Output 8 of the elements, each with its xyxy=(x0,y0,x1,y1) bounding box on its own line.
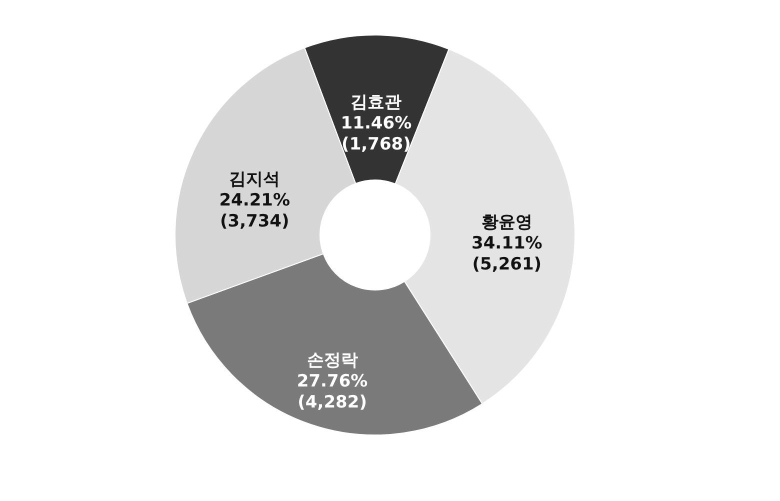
slice-label: 손정락 xyxy=(306,350,358,370)
slice-label: 김효관 xyxy=(350,92,402,113)
data-label: 27.76% (4,282) xyxy=(296,371,368,412)
data-label: 11.46% (1,768) xyxy=(340,114,412,155)
slice-label: 김지석 xyxy=(229,170,280,190)
data-label: 24.21% (3,734) xyxy=(219,190,290,232)
data-label: 34.11% (5,261) xyxy=(472,234,542,275)
slice-label: 황윤영 xyxy=(481,212,532,233)
